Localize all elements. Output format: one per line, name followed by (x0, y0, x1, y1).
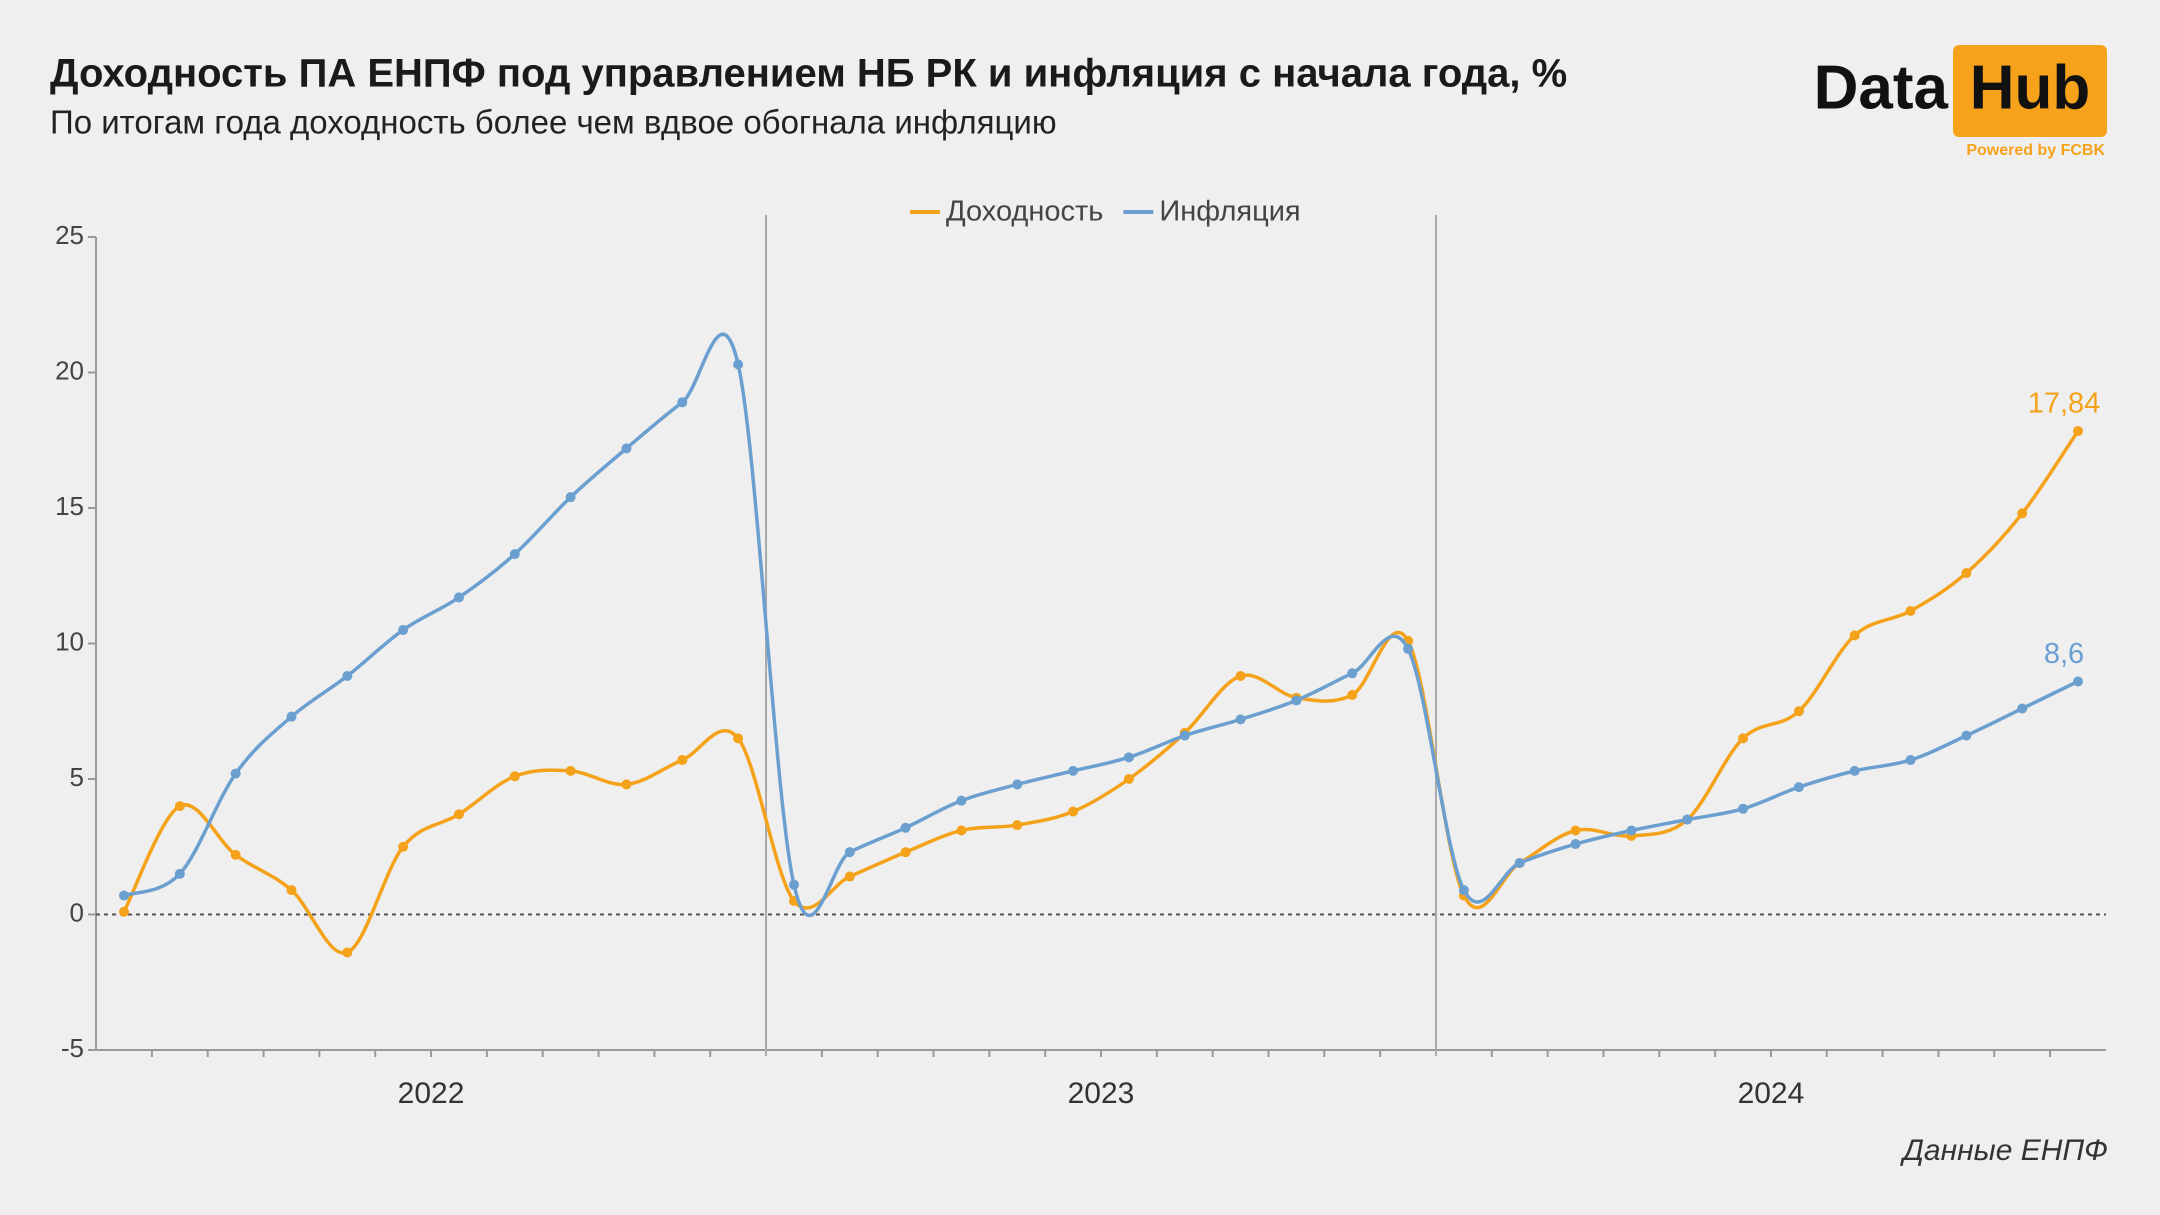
logo-text: Data (1814, 53, 1949, 122)
data-point (1235, 671, 1246, 682)
data-point (844, 871, 855, 882)
data-point (398, 624, 409, 635)
data-point (2073, 426, 2083, 437)
chart-title: Доходность ПА ЕНПФ под управлением НБ РК… (50, 52, 1567, 96)
data-point (900, 847, 911, 858)
x-group-label: 2022 (398, 1077, 465, 1110)
data-point (453, 592, 464, 603)
data-point (1123, 752, 1134, 763)
data-point (1068, 806, 1079, 817)
data-point (286, 711, 297, 722)
data-point (1068, 765, 1079, 776)
data-point (1179, 730, 1190, 741)
y-tick-label: 5 (70, 762, 84, 792)
data-point (1961, 568, 1972, 579)
data-label: 8,6 (2044, 638, 2084, 670)
data-point (119, 906, 129, 917)
data-point (230, 768, 241, 779)
data-point (1961, 730, 1972, 741)
y-tick-label: 0 (70, 897, 84, 927)
y-tick-label: 20 (55, 355, 84, 385)
data-label: 17,84 (2028, 388, 2101, 420)
logo-tagline: Powered by FCBK (1966, 142, 2105, 159)
data-point (677, 397, 688, 408)
data-point (1514, 858, 1525, 869)
data-point (1849, 765, 1860, 776)
y-tick-label: 15 (55, 491, 84, 521)
logo-text: Hub (1970, 53, 2091, 122)
data-point (1905, 755, 1916, 766)
data-point (733, 733, 744, 744)
data-point (1793, 706, 1804, 717)
data-point (1347, 689, 1358, 700)
logo-box (1953, 45, 2107, 137)
data-point (1793, 782, 1804, 793)
data-point (1905, 605, 1916, 616)
data-point (1458, 885, 1469, 896)
data-point (342, 671, 353, 682)
data-point (956, 795, 967, 806)
data-point (844, 847, 855, 858)
y-tick-label: 25 (55, 220, 84, 250)
data-point (1849, 630, 1860, 641)
source: Данные ЕНПФ (1900, 1134, 2108, 1167)
data-point (1738, 803, 1749, 814)
data-point (1738, 733, 1749, 744)
data-point (453, 809, 464, 820)
data-point (1291, 695, 1302, 706)
data-point (1570, 825, 1581, 836)
y-tick-label: -5 (61, 1033, 84, 1063)
data-point (509, 771, 520, 782)
data-point (565, 492, 576, 503)
data-point (2073, 676, 2083, 687)
data-point (119, 890, 129, 901)
data-point (1235, 714, 1246, 725)
data-point (2017, 508, 2028, 519)
x-group-label: 2024 (1738, 1077, 1805, 1110)
data-point (621, 779, 632, 790)
data-point (398, 841, 409, 852)
x-group-label: 2023 (1068, 1077, 1135, 1110)
data-point (621, 443, 632, 454)
data-point (677, 755, 688, 766)
data-point (733, 359, 744, 370)
y-tick-label: 10 (55, 626, 84, 656)
data-point (230, 849, 241, 860)
data-point (1570, 839, 1581, 850)
data-point (956, 825, 967, 836)
data-point (509, 549, 520, 560)
chart-subtitle: По итогам года доходность более чем вдво… (50, 104, 1057, 141)
data-point (900, 822, 911, 833)
data-point (2017, 703, 2028, 714)
legend-label: Инфляция (1159, 196, 1300, 228)
logo: Data Hub Powered by FCBK (1814, 45, 2107, 159)
legend-label: Доходность (946, 196, 1103, 228)
data-point (565, 765, 576, 776)
data-point (1347, 668, 1358, 679)
data-point (1626, 825, 1637, 836)
data-point (342, 947, 353, 958)
data-point (1403, 643, 1414, 654)
data-point (174, 801, 185, 812)
data-point (286, 885, 297, 896)
data-point (1012, 820, 1023, 831)
data-point (1012, 779, 1023, 790)
data-point (1123, 774, 1134, 784)
data-point (788, 879, 799, 890)
data-point (174, 868, 185, 879)
data-point (1682, 814, 1693, 825)
